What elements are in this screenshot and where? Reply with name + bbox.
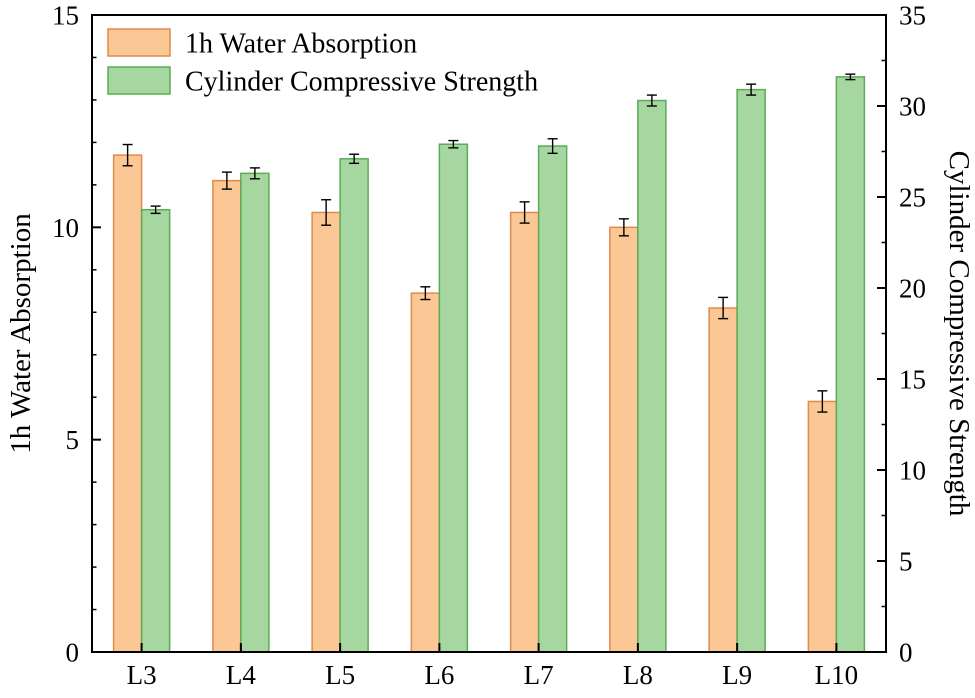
x-tick-label: L9 xyxy=(722,660,752,690)
y-right-tick-label: 20 xyxy=(899,273,926,303)
y-right-tick-label: 15 xyxy=(899,364,926,394)
bar xyxy=(410,292,441,653)
y-right-axis-title: Cylinder Compressive Strength xyxy=(943,151,975,517)
bar xyxy=(835,76,866,653)
bar xyxy=(240,172,270,653)
bar xyxy=(537,145,568,653)
error-bar xyxy=(420,286,431,301)
x-tick-label: L7 xyxy=(524,660,554,690)
bar xyxy=(140,208,171,653)
bar xyxy=(609,226,639,653)
y-left-axis: 0 5 10 15 xyxy=(52,0,101,667)
x-tick-label: L8 xyxy=(623,660,653,690)
error-bar xyxy=(249,167,260,180)
bars-group xyxy=(112,73,866,653)
bar xyxy=(212,179,242,653)
y-left-tick-label: 0 xyxy=(66,637,80,667)
error-bar xyxy=(150,205,161,215)
error-bar xyxy=(718,296,729,320)
bar xyxy=(637,99,667,653)
bar xyxy=(509,211,540,653)
y-right-tick-label: 5 xyxy=(899,546,913,576)
error-bar xyxy=(122,143,133,167)
y-right-axis: 0 5 10 15 20 25 30 35 xyxy=(877,0,926,667)
error-bar xyxy=(746,83,757,96)
error-bar xyxy=(221,171,232,190)
bar xyxy=(339,158,369,653)
y-left-tick-label: 15 xyxy=(52,0,79,30)
y-left-tick-label: 5 xyxy=(66,425,80,455)
x-tick-label: L3 xyxy=(127,660,157,690)
error-bar xyxy=(817,390,828,413)
bar xyxy=(438,143,469,653)
x-axis: L3 L4 L5 L6 L7 L8 L9 L10 xyxy=(127,643,859,690)
x-tick-label: L5 xyxy=(325,660,355,690)
legend-label: 1h Water Absorption xyxy=(185,28,417,59)
bar xyxy=(736,88,766,653)
legend-swatch xyxy=(107,28,171,57)
plot-frame xyxy=(91,14,887,653)
error-bar xyxy=(618,218,629,237)
y-right-tick-label: 30 xyxy=(899,91,926,121)
legend-label: Cylinder Compressive Strength xyxy=(185,66,538,97)
y-left-axis-title: 1h Water Absorption xyxy=(5,213,37,454)
legend-swatch xyxy=(107,66,171,95)
y-right-tick-label: 35 xyxy=(899,0,926,30)
bar xyxy=(112,154,143,653)
error-bar xyxy=(547,138,558,155)
error-bar xyxy=(321,199,332,226)
y-right-tick-label: 10 xyxy=(899,455,926,485)
bar xyxy=(807,400,838,653)
x-tick-label: L4 xyxy=(226,660,256,690)
y-right-tick-label: 0 xyxy=(899,637,913,667)
error-bar xyxy=(448,139,459,149)
error-bar xyxy=(646,94,657,107)
error-bar xyxy=(845,73,856,81)
y-right-tick-label: 25 xyxy=(899,182,926,212)
error-bar xyxy=(349,153,360,165)
y-left-tick-label: 10 xyxy=(52,213,79,243)
error-bar xyxy=(519,201,530,224)
x-tick-label: L10 xyxy=(815,660,859,690)
bar xyxy=(708,307,738,653)
x-tick-label: L6 xyxy=(424,660,454,690)
legend: 1h Water Absorption Cylinder Compressive … xyxy=(107,28,538,97)
bar xyxy=(311,211,341,653)
